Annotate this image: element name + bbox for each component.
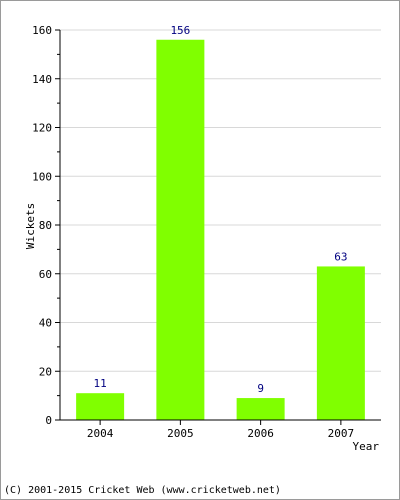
y-tick-label: 60 xyxy=(39,268,52,281)
data-label: 9 xyxy=(257,382,264,395)
y-tick-label: 100 xyxy=(32,170,52,183)
y-tick-label: 140 xyxy=(32,73,52,86)
data-label: 63 xyxy=(334,250,347,263)
copyright-footer: (C) 2001-2015 Cricket Web (www.cricketwe… xyxy=(4,485,281,496)
x-tick-label: 2006 xyxy=(247,427,274,440)
y-tick-label: 120 xyxy=(32,122,52,135)
x-tick-label: 2005 xyxy=(167,427,194,440)
y-tick-label: 40 xyxy=(39,317,52,330)
y-tick-label: 20 xyxy=(39,365,52,378)
data-labels: 11 156 9 63 xyxy=(94,24,348,395)
y-axis-label: Wickets xyxy=(24,203,37,249)
x-tick-label: 2004 xyxy=(87,427,114,440)
bar-2007 xyxy=(316,266,365,420)
bar-2006 xyxy=(236,398,285,420)
y-tick-label: 160 xyxy=(32,24,52,37)
bar-2004 xyxy=(76,393,125,420)
bar-2005 xyxy=(156,39,205,420)
y-tick-label: 0 xyxy=(45,414,52,427)
y-tick-labels: 0 20 40 60 80 100 120 140 160 xyxy=(32,24,60,427)
x-tick-labels: 2004 2005 2006 2007 xyxy=(87,420,354,440)
bars xyxy=(76,39,365,420)
x-tick-label: 2007 xyxy=(328,427,355,440)
data-label: 156 xyxy=(170,24,190,37)
x-axis-label: Year xyxy=(353,440,380,453)
y-tick-label: 80 xyxy=(39,219,52,232)
data-label: 11 xyxy=(94,377,107,390)
